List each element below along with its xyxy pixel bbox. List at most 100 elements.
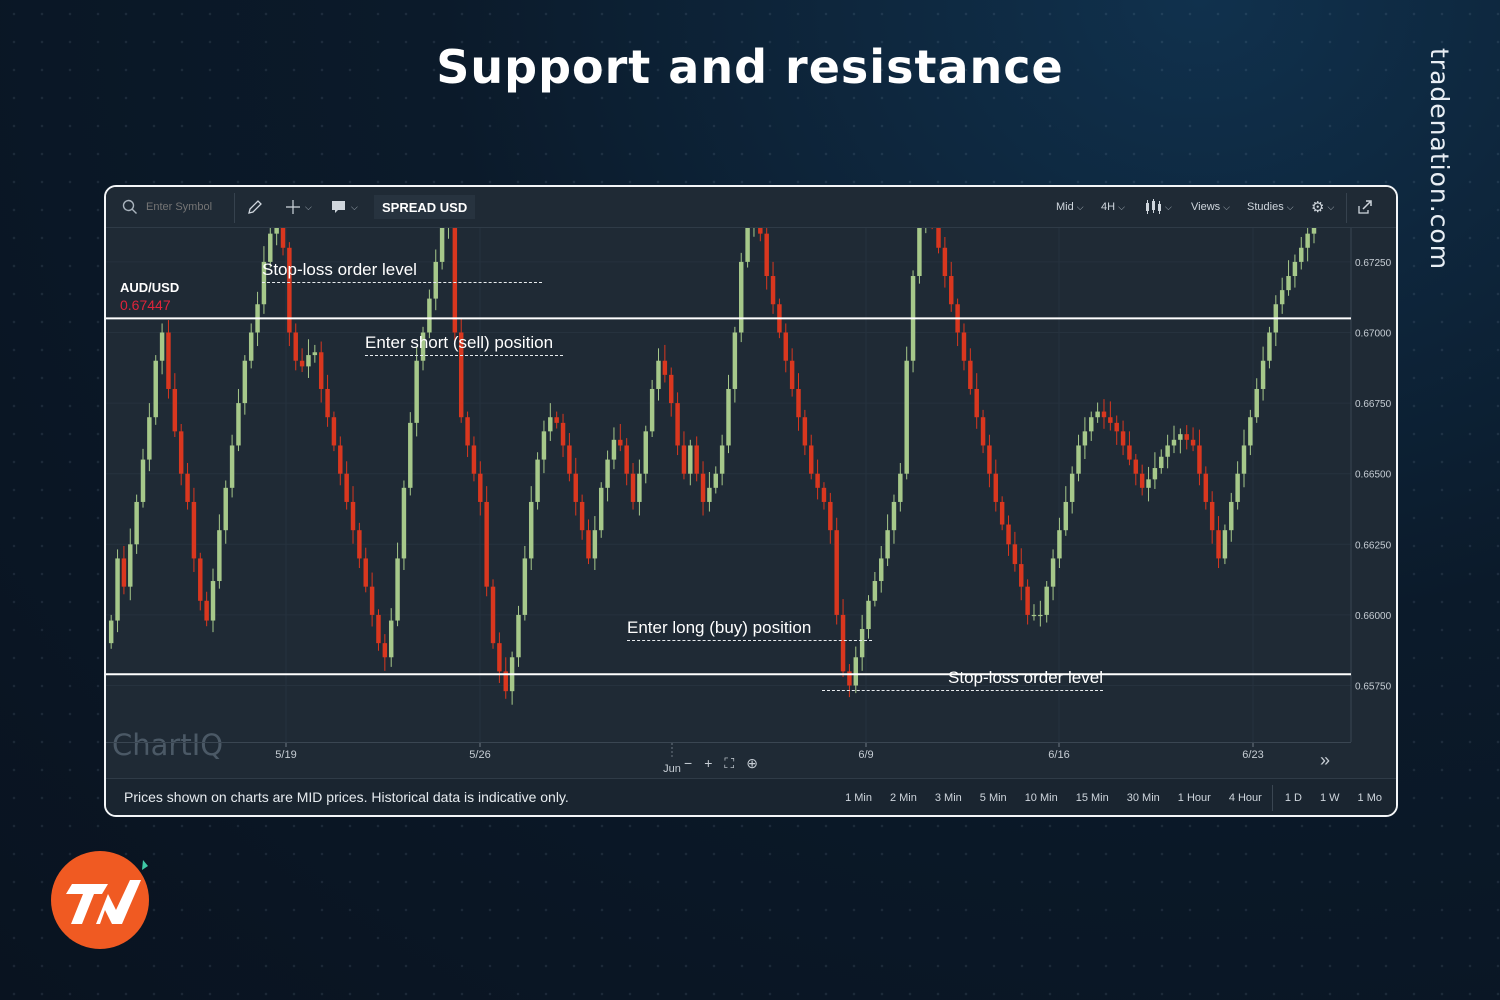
candle-body (764, 233, 769, 277)
candle-body (1139, 473, 1145, 488)
candle-body (261, 261, 267, 305)
candle-body (579, 501, 585, 531)
candle-body (344, 473, 349, 502)
candle-body (1146, 479, 1151, 488)
candle-body (497, 643, 502, 672)
candle-body (1222, 530, 1228, 559)
candle-body (936, 228, 941, 248)
candle-body (917, 228, 922, 277)
candle-body (1044, 586, 1049, 615)
chevron-down-icon: ⌵ (305, 201, 312, 212)
candle-body (185, 473, 190, 502)
y-tick-label: 0.66500 (1355, 470, 1392, 481)
chevron-down-icon: ⌵ (1327, 201, 1335, 212)
search-icon (122, 199, 137, 214)
crosshair-button[interactable]: ⌵ (284, 187, 312, 227)
month-label: Jun (663, 763, 681, 775)
candle-body (516, 614, 521, 658)
candle-body (548, 417, 553, 432)
candle-body (630, 473, 636, 502)
y-tick-label: 0.66250 (1355, 540, 1392, 551)
candle-body (1178, 434, 1183, 440)
range-button-15-min[interactable]: 15 Min (1075, 791, 1109, 804)
interval-dropdown[interactable]: 4H ⌵ (1101, 187, 1125, 227)
share-button[interactable] (1356, 187, 1374, 227)
headline: Support and resistance (436, 40, 1064, 94)
range-button-1-mo[interactable]: 1 Mo (1357, 791, 1382, 804)
candle-body (172, 388, 178, 432)
views-dropdown[interactable]: Views ⌵ (1191, 187, 1230, 227)
annotation-stop-loss-top: Stop-loss order level (262, 260, 542, 283)
candle-body (891, 501, 897, 531)
candle-body (1254, 388, 1259, 418)
annotation-enter-short: Enter short (sell) position (365, 333, 563, 356)
candle-body (178, 431, 184, 474)
candle-body (885, 530, 890, 559)
candle-body (134, 501, 139, 545)
candle-body (408, 422, 413, 488)
candle-body (592, 530, 598, 559)
candle-body (643, 431, 648, 474)
candle-body (611, 439, 617, 460)
range-button-1-min[interactable]: 1 Min (845, 791, 872, 804)
candle-body (248, 332, 254, 361)
y-tick-label: 0.66000 (1355, 611, 1392, 622)
draw-tool-button[interactable] (246, 187, 264, 227)
settings-dropdown[interactable]: ⚙ ⌵ (1311, 187, 1334, 227)
candle-body (675, 403, 680, 446)
symbol-search[interactable] (122, 187, 228, 227)
range-button-30-min[interactable]: 30 Min (1126, 791, 1160, 804)
price-chart[interactable]: 0.67250 0.67000 0.66750 0.66500 0.66250 0.660… (106, 228, 1396, 742)
candle-body (732, 332, 738, 389)
chevron-down-icon: ⌵ (1118, 201, 1125, 212)
range-button-10-min[interactable]: 10 Min (1024, 791, 1058, 804)
candle-body (159, 332, 165, 361)
annotation-stop-loss-bottom: Stop-loss order level (822, 668, 1103, 691)
candle-body (872, 581, 878, 601)
candle-body (108, 620, 114, 644)
candle-body (980, 417, 986, 446)
range-button-3-min[interactable]: 3 Min (934, 791, 962, 804)
chart-toolbar: ⌵ ⌵ SPREAD USD Mid⌵ 4H⌵ ⌵ Views⌵ Studies… (106, 187, 1396, 228)
candle-body (490, 586, 496, 644)
candle-body (567, 445, 572, 474)
candle-body (458, 332, 464, 418)
range-button-1-w[interactable]: 1 W (1319, 791, 1340, 804)
zoom-in-button[interactable]: + (704, 755, 713, 771)
comment-icon (332, 201, 345, 213)
candle-body (713, 473, 718, 488)
candle-body (879, 558, 884, 582)
range-button-5-min[interactable]: 5 Min (979, 791, 1007, 804)
candle-body (1095, 411, 1100, 418)
candle-body (153, 360, 158, 418)
fullscreen-icon[interactable]: ⛶ (724, 755, 735, 771)
magnifier-icon[interactable]: ⊕ (746, 755, 758, 771)
range-button-4-hour[interactable]: 4 Hour (1228, 791, 1262, 804)
candle-body (236, 403, 241, 446)
candle-body (223, 487, 228, 531)
comment-button[interactable]: ⌵ (330, 187, 358, 227)
scroll-right-icon[interactable]: » (1320, 750, 1331, 770)
candle-body (1216, 530, 1221, 559)
gear-icon: ⚙ (1311, 199, 1325, 216)
share-icon (1358, 200, 1372, 214)
candle-body (573, 473, 578, 502)
y-tick-label: 0.67000 (1355, 328, 1392, 339)
range-button-2-min[interactable]: 2 Min (889, 791, 917, 804)
range-button-1-d[interactable]: 1 D (1284, 791, 1302, 804)
studies-dropdown[interactable]: Studies ⌵ (1247, 187, 1294, 227)
symbol-input[interactable] (144, 200, 228, 214)
candle-body (140, 459, 146, 502)
candle-body (299, 360, 305, 367)
candle-body (433, 261, 438, 299)
chart-area[interactable]: 0.67250 0.67000 0.66750 0.66500 0.66250 0.660… (106, 228, 1396, 771)
candle-body (700, 473, 706, 502)
zoom-out-button[interactable]: − (684, 755, 693, 771)
candle-body (1076, 445, 1081, 474)
range-button-1-hour[interactable]: 1 Hour (1177, 791, 1211, 804)
chart-type-dropdown[interactable]: ⌵ (1144, 187, 1172, 227)
spread-button[interactable]: SPREAD USD (374, 195, 476, 219)
candle-body (293, 332, 298, 361)
tradenation-logo-icon (51, 851, 149, 949)
mid-dropdown[interactable]: Mid ⌵ (1056, 187, 1084, 227)
